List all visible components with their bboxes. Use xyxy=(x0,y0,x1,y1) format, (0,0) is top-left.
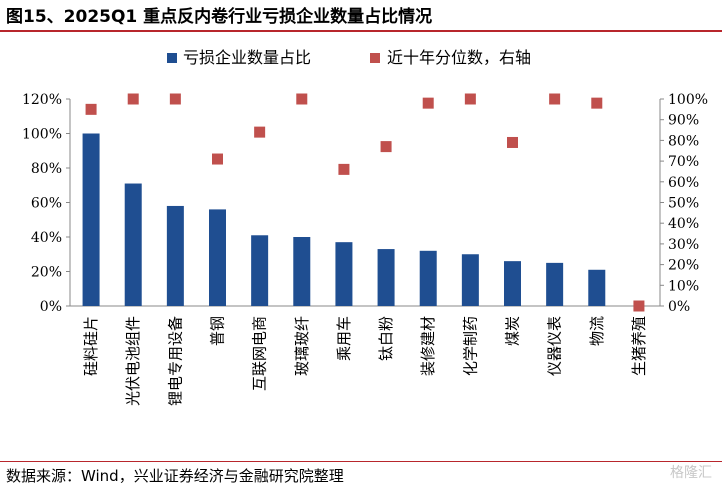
category-label-13: 物流 xyxy=(588,316,606,346)
marker-11 xyxy=(507,136,518,148)
marker-4 xyxy=(212,153,223,165)
y-left-tick-label: 80% xyxy=(31,161,62,177)
title-divider xyxy=(0,30,722,32)
category-label-2: 光伏电池组件 xyxy=(124,316,142,406)
bar-12 xyxy=(546,262,564,306)
bar-8 xyxy=(377,249,395,306)
marker-10 xyxy=(464,93,476,105)
category-label-1: 硅料硅片 xyxy=(82,316,100,376)
legend-label-bars: 亏损企业数量占比 xyxy=(183,48,311,67)
category-label-14: 生猪养殖 xyxy=(630,316,648,376)
category-label-6: 玻璃玻纤 xyxy=(293,316,311,376)
y-right-tick-label: 20% xyxy=(668,258,699,274)
category-label-7: 乘用车 xyxy=(335,316,353,361)
category-label-10: 化学制药 xyxy=(461,316,479,376)
y-right-tick-label: 80% xyxy=(668,133,699,149)
bar-9 xyxy=(419,250,437,306)
watermark-logo: 格隆汇 xyxy=(670,465,712,481)
y-left-tick-label: 20% xyxy=(31,265,62,281)
marker-1 xyxy=(85,103,97,115)
y-left-tick-label: 100% xyxy=(22,127,62,143)
source-divider xyxy=(0,461,722,462)
marker-2 xyxy=(127,93,139,105)
marker-5 xyxy=(254,126,266,138)
category-label-4: 普钢 xyxy=(209,316,227,346)
source-note: 数据来源：Wind，兴业证券经济与金融研究院整理 xyxy=(6,467,344,485)
category-label-9: 装修建材 xyxy=(419,316,437,376)
bar-6 xyxy=(293,237,311,306)
marker-7 xyxy=(338,163,350,175)
bar-10 xyxy=(461,254,479,306)
y-right-tick-label: 100% xyxy=(668,92,708,108)
bar-2 xyxy=(124,183,142,306)
marker-12 xyxy=(549,93,561,105)
marker-9 xyxy=(422,97,434,109)
y-right-tick-label: 50% xyxy=(668,196,699,212)
figure-header: 图15、2025Q1 重点反内卷行业亏损企业数量占比情况 xyxy=(0,0,722,30)
marker-3 xyxy=(169,93,181,105)
y-left-tick-label: 0% xyxy=(40,299,62,315)
category-label-12: 仪器仪表 xyxy=(546,316,564,376)
legend-label-markers: 近十年分位数，右轴 xyxy=(387,48,531,67)
marker-14 xyxy=(633,300,645,312)
marker-6 xyxy=(296,93,308,105)
category-label-5: 互联网电商 xyxy=(251,316,269,391)
bar-7 xyxy=(335,242,353,306)
legend-swatch-markers xyxy=(370,53,380,63)
bar-13 xyxy=(588,269,606,306)
y-right-tick-label: 0% xyxy=(668,299,690,315)
bar-11 xyxy=(504,261,521,306)
bar-4 xyxy=(209,209,226,306)
y-left-tick-label: 60% xyxy=(31,196,62,212)
marker-13 xyxy=(591,97,603,109)
y-right-tick-label: 70% xyxy=(668,154,699,170)
y-right-tick-label: 60% xyxy=(668,175,699,191)
y-left-tick-label: 120% xyxy=(22,92,62,108)
bar-3 xyxy=(166,205,184,306)
bar-5 xyxy=(251,235,269,306)
y-right-tick-label: 30% xyxy=(668,237,699,253)
category-label-11: 煤炭 xyxy=(504,316,522,346)
y-left-tick-label: 40% xyxy=(31,230,62,246)
legend-swatch-bars xyxy=(167,53,177,63)
marker-8 xyxy=(380,141,392,153)
y-right-tick-label: 90% xyxy=(668,113,699,129)
y-right-tick-label: 10% xyxy=(668,278,699,294)
bar-1 xyxy=(82,133,100,306)
chart-title: 图15、2025Q1 重点反内卷行业亏损企业数量占比情况 xyxy=(6,7,433,27)
y-right-tick-label: 40% xyxy=(668,216,699,232)
category-label-3: 锂电专用设备 xyxy=(166,316,184,406)
category-label-8: 钛白粉 xyxy=(377,316,395,361)
